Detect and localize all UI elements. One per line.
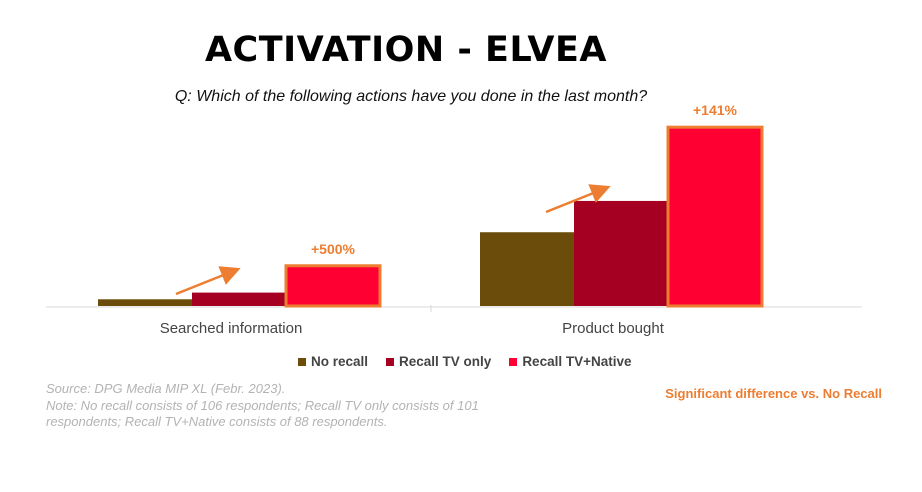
data-label: +500% (311, 241, 356, 257)
legend-swatch (298, 357, 306, 366)
bar-no-recall-0 (98, 299, 192, 306)
question-text: Q: Which of the following actions have y… (174, 88, 648, 105)
legend-item-recall-tv-native: Recall TV+Native (509, 354, 632, 369)
legend-item-recall-tv: Recall TV only (386, 354, 491, 369)
source-line: Source: DPG Media MIP XL (Febr. 2023). (46, 381, 286, 396)
note-line: respondents; Recall TV+Native consists o… (46, 414, 388, 429)
note-line: Note: No recall consists of 106 responde… (46, 397, 479, 413)
trend-arrow-2 (545, 184, 611, 214)
source-note: Source: DPG Media MIP XL (Febr. 2023). N… (46, 381, 566, 431)
data-label: +141% (693, 102, 738, 118)
bar-recall-tv-only-1 (574, 200, 668, 306)
legend: No recall Recall TV only Recall TV+Nativ… (298, 354, 632, 369)
legend-label: Recall TV only (399, 354, 492, 369)
bar-recall-tv-native-0 (284, 264, 382, 308)
legend-swatch (386, 357, 395, 366)
legend-item-no-recall: No recall (298, 354, 368, 369)
bar-chart: +500% Searched information +141% Product bo… (46, 102, 862, 337)
bar-no-recall-1 (480, 232, 574, 306)
trend-arrow-1 (175, 266, 241, 296)
legend-swatch (509, 357, 518, 366)
bar-recall-tv-only-0 (192, 292, 286, 306)
category-label: Product bought (562, 320, 665, 337)
page-title: ACTIVATION - ELVEA (204, 30, 608, 70)
legend-label: No recall (311, 354, 369, 369)
significance-note: Significant difference vs. No Recall (665, 386, 882, 401)
legend-label: Recall TV+Native (522, 354, 632, 369)
category-label: Searched information (160, 320, 303, 337)
bar-recall-tv-native-1 (666, 125, 764, 308)
